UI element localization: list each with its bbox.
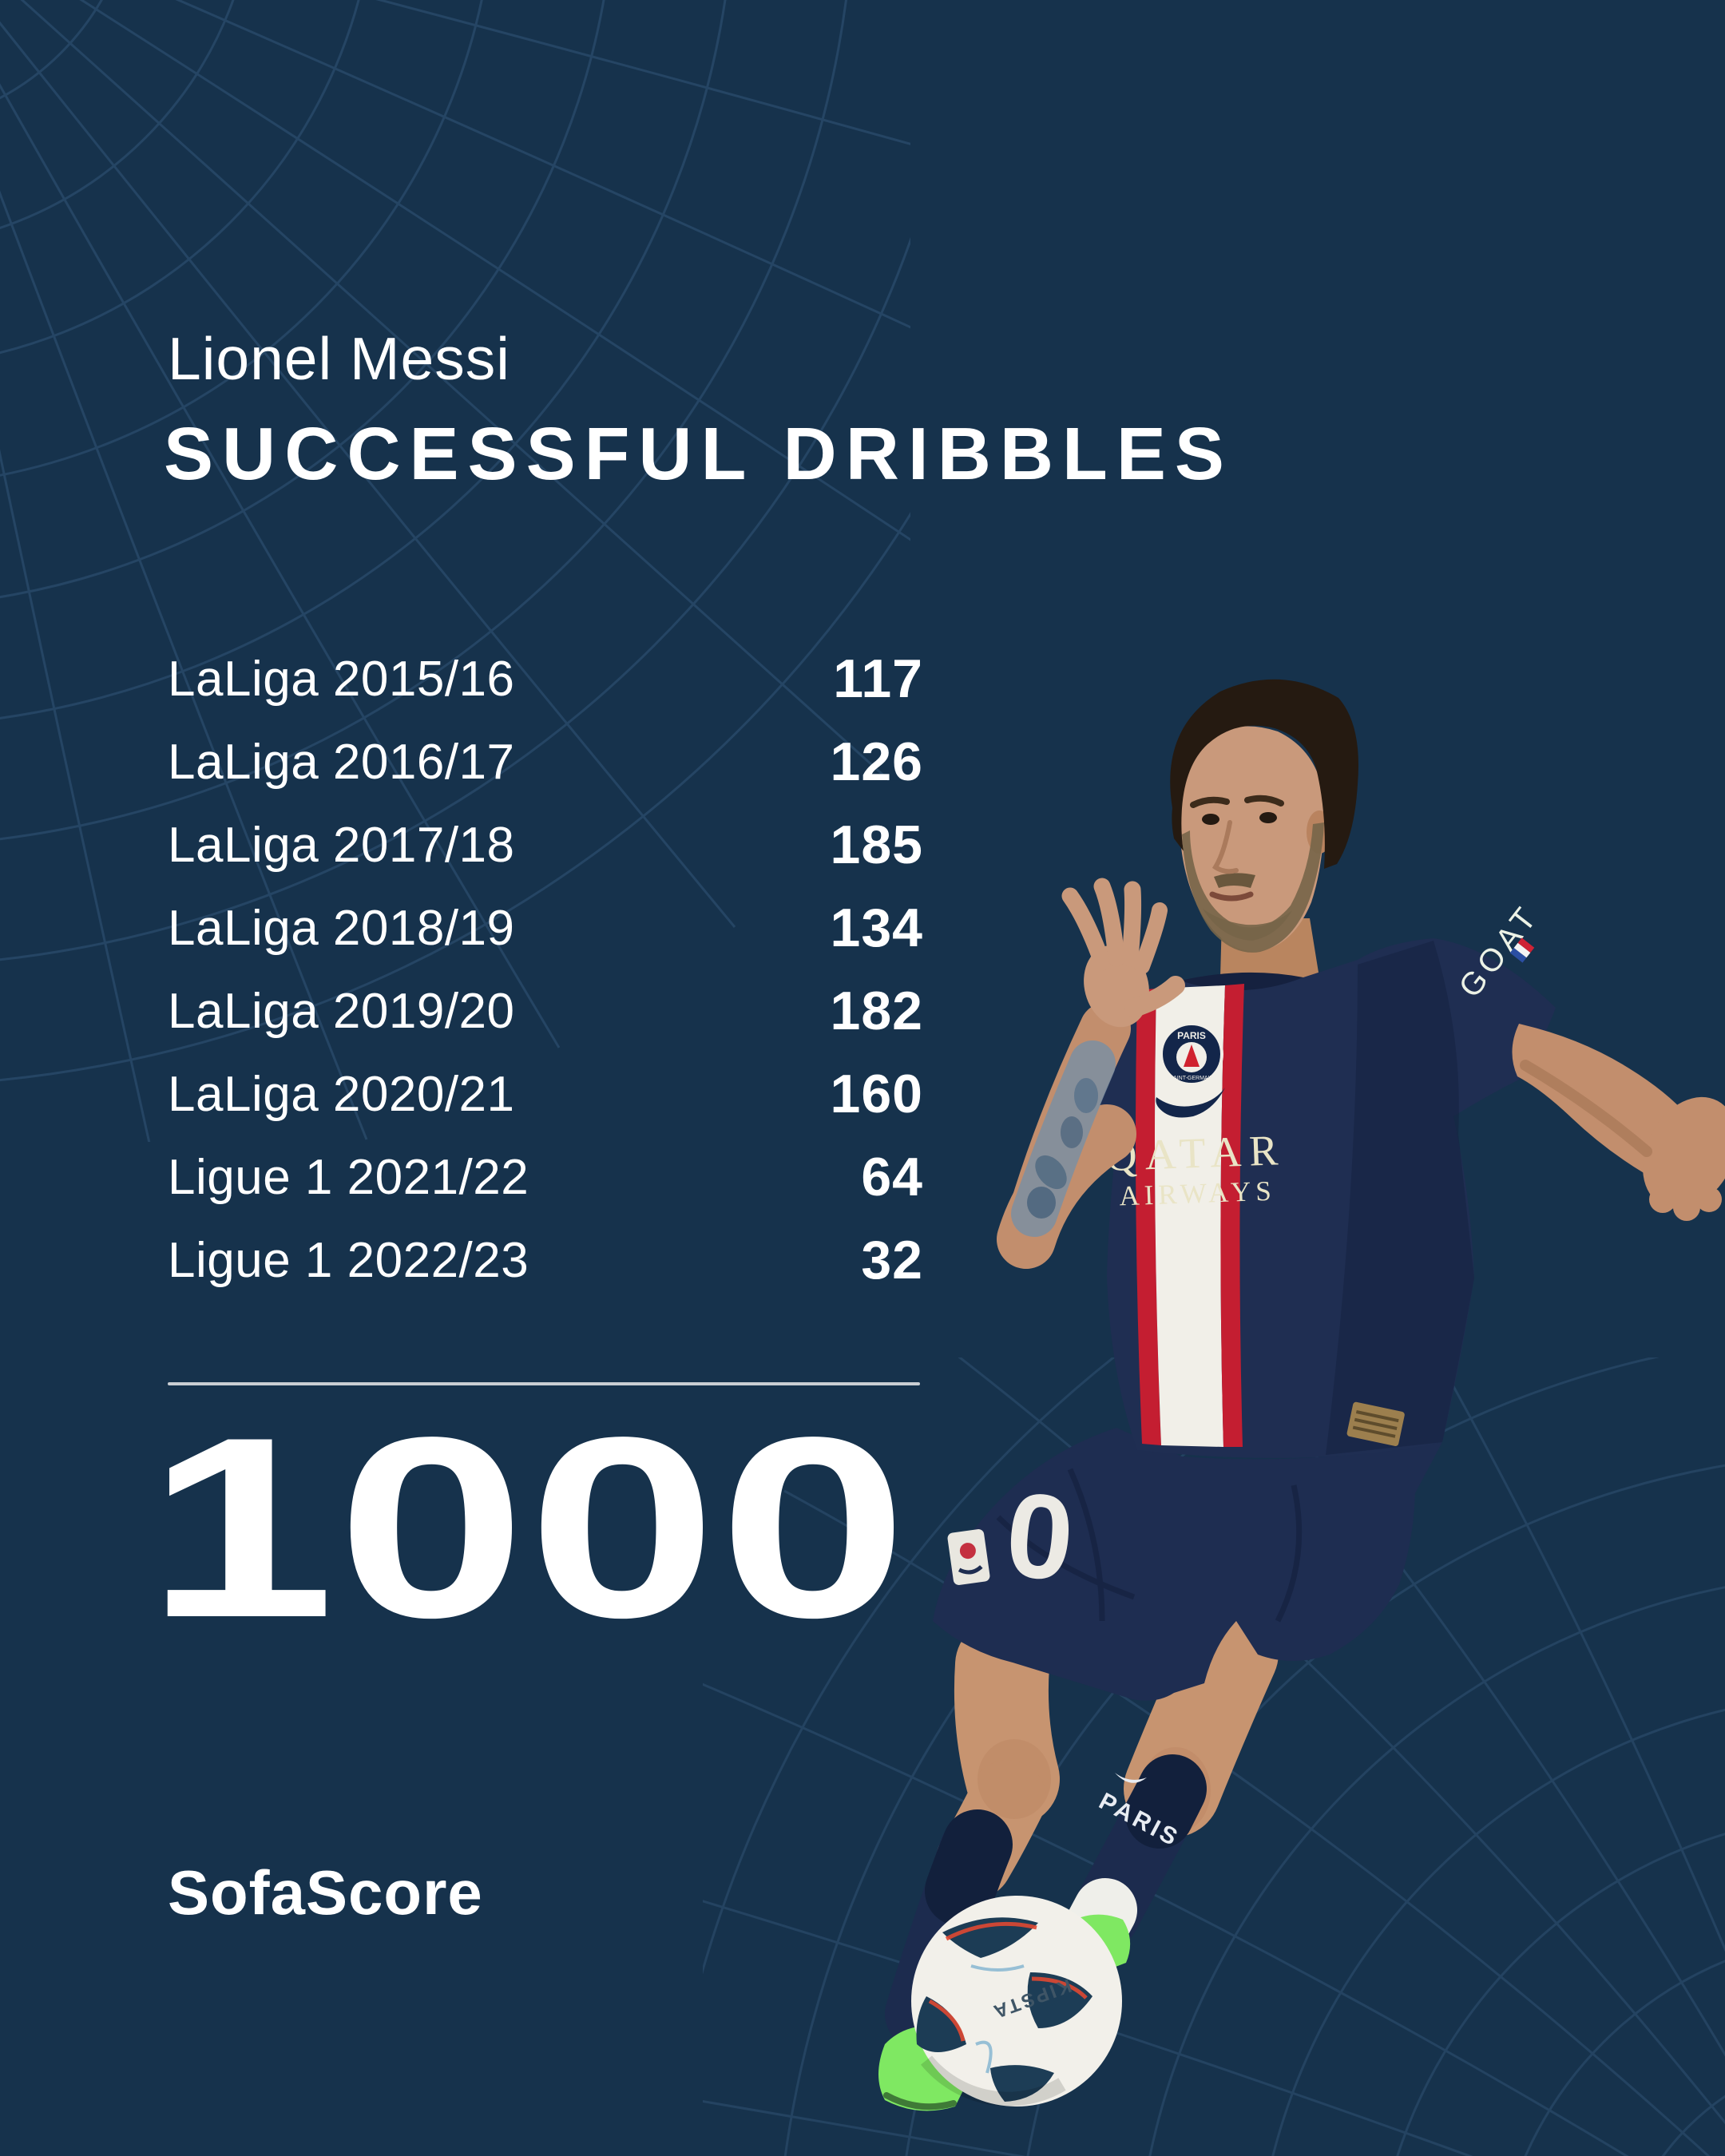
stat-row: LaLiga 2020/21 160 [168,1052,923,1135]
competition-label: LaLiga 2018/19 [168,900,515,956]
trailing-boot-sole [883,2092,957,2110]
stat-row: LaLiga 2019/20 182 [168,969,923,1052]
jersey-hem-tag [1346,1401,1405,1447]
player-nose [1211,820,1239,874]
player-eyebrows [1190,795,1284,808]
player-hair [1170,679,1358,869]
shorts-shape [933,1428,1442,1701]
dribbles-value: 32 [861,1230,923,1290]
grid-top-left [0,0,910,1142]
dribbles-value: 134 [830,898,923,958]
player-chin-beard [1203,909,1292,941]
player-head [1170,679,1358,987]
competition-label: LaLiga 2019/20 [168,983,515,1039]
stat-row: LaLiga 2015/16 117 [168,637,923,720]
stat-row: LaLiga 2017/18 185 [168,803,923,886]
forward-sock-top [1125,1754,1207,1849]
crest-paris-text: PARIS [1177,1030,1206,1041]
total-dribbles: 1000 [146,1385,910,1671]
player-name: Lionel Messi [168,325,510,392]
trailing-knee-shade [978,1739,1051,1819]
dribbles-value: 64 [861,1147,923,1207]
competition-label: LaLiga 2017/18 [168,817,515,873]
player-mouth [1209,891,1254,902]
dribbles-value: 182 [830,981,923,1041]
competition-label: LaLiga 2020/21 [168,1066,515,1122]
stat-row: LaLiga 2016/17 126 [168,720,923,803]
player-shorts: 0 [933,1428,1442,1701]
football: KIPSTA [911,1896,1122,2106]
player-face [1180,726,1325,952]
crest-saint-germain-text: SAINT-GERMAIN [1169,1076,1213,1081]
dribbles-value: 160 [830,1064,923,1124]
player-right-arm [1512,1024,1725,1221]
jersey-shade-right [1326,941,1474,1455]
player-raised-arm [997,878,1185,1269]
nike-swoosh-jersey [1156,1088,1225,1118]
jersey-center-stripe [1136,984,1244,1447]
sponsor-line2: AIRWAYS [1119,1175,1277,1212]
right-arm-shade [1520,1060,1652,1157]
player-eye-left [1202,814,1219,825]
competition-label: Ligue 1 2021/22 [168,1149,529,1205]
dribbles-value: 117 [833,648,923,709]
competition-label: Ligue 1 2022/23 [168,1232,529,1288]
jersey-collar [1180,972,1303,991]
player-eye-right [1259,812,1277,823]
stat-row: Ligue 1 2021/22 64 [168,1135,923,1219]
page-title: SUCCESSFUL DRIBBLES [164,412,1233,495]
trailing-sock-top [925,1809,1013,1926]
right-fist [1643,1096,1725,1210]
psg-crest: PARIS SAINT-GERMAIN [1160,1022,1223,1086]
stat-row: Ligue 1 2022/23 32 [168,1219,923,1302]
total-divider [168,1382,920,1385]
dribbles-value: 185 [830,814,923,875]
nike-swoosh-sock [1115,1773,1147,1783]
shorts-number: 0 [1001,1467,1079,1607]
stats-list: LaLiga 2015/16 117 LaLiga 2016/17 126 La… [168,637,923,1302]
player-mustache [1214,873,1255,888]
dribbles-value: 126 [830,731,923,792]
shorts-folds [996,1468,1303,1623]
french-flag-patch [1509,937,1535,963]
competition-label: LaLiga 2016/17 [168,734,515,790]
competition-label: LaLiga 2015/16 [168,651,515,707]
sofascore-logo: SofaScore [168,1857,483,1928]
raised-hand [1061,878,1185,1028]
stat-row: LaLiga 2018/19 134 [168,886,923,969]
eiffel-tower-icon [1184,1044,1200,1067]
shorts-crest-patch [947,1529,990,1585]
